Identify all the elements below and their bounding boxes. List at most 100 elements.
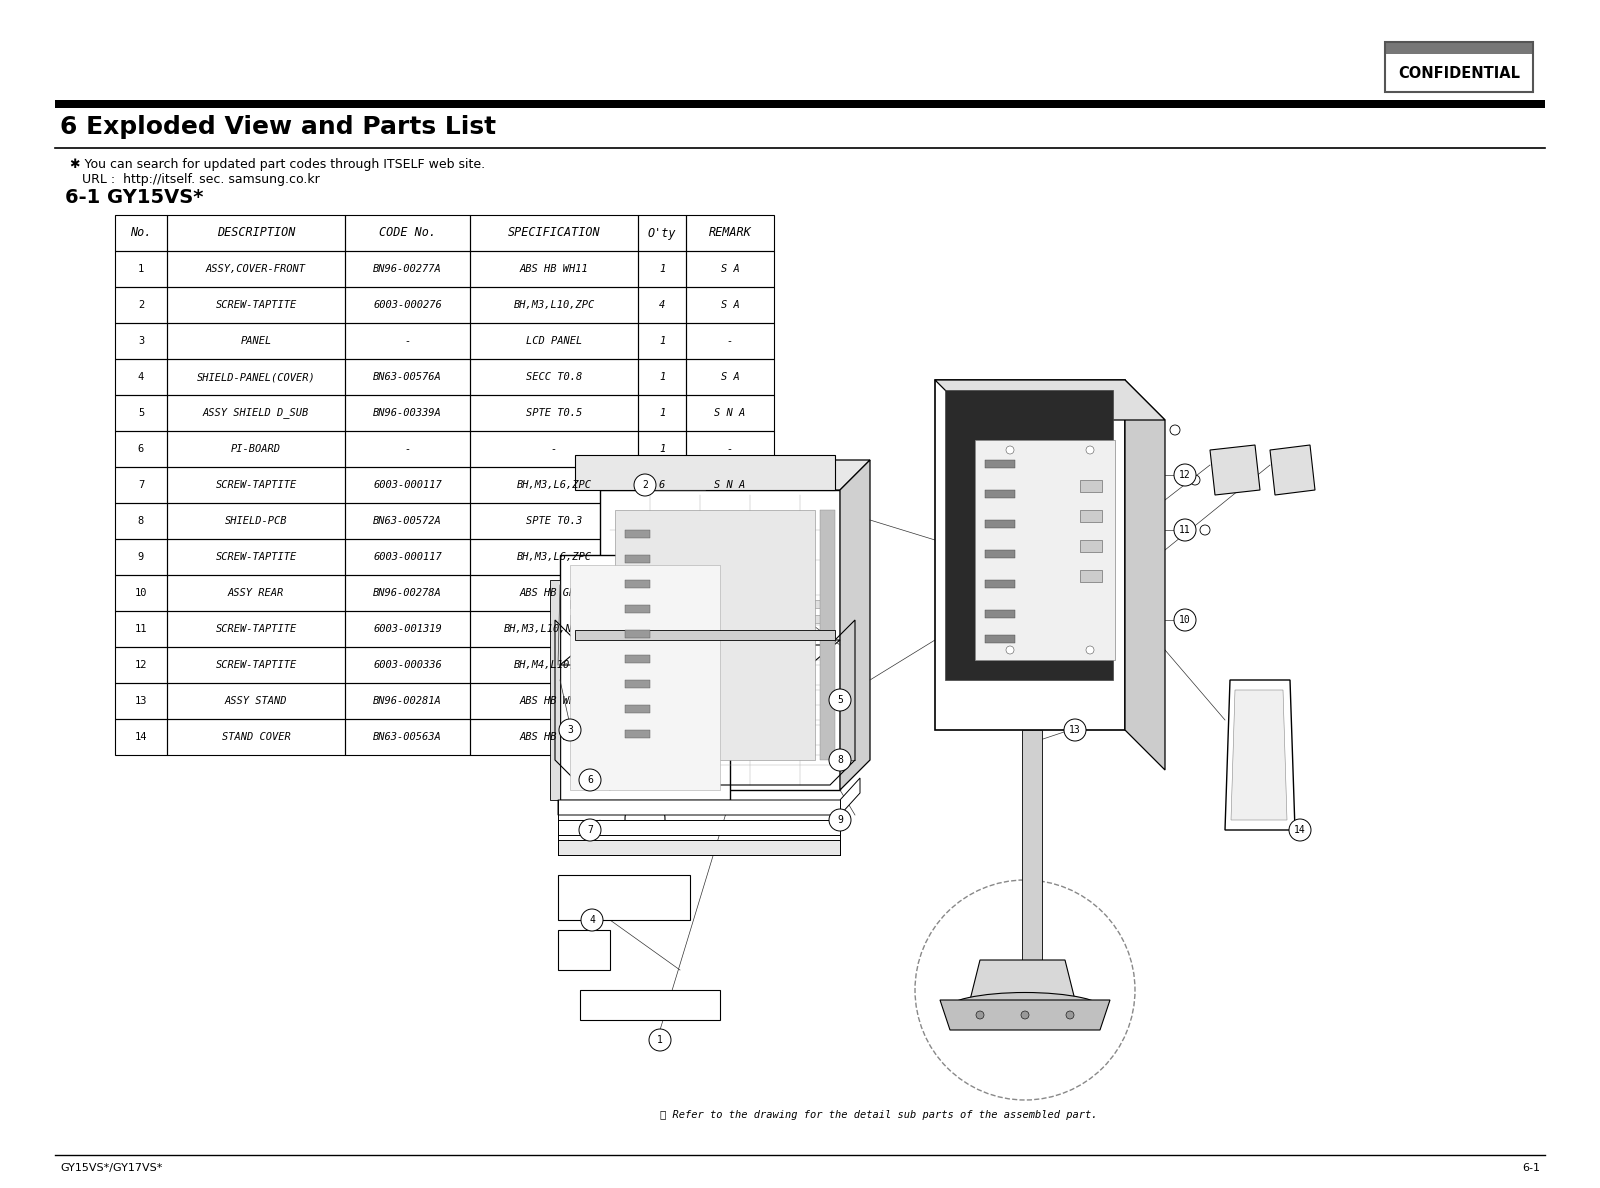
Polygon shape (560, 555, 730, 800)
Polygon shape (560, 640, 840, 665)
Circle shape (579, 769, 602, 791)
Text: ABS HB WH11: ABS HB WH11 (520, 264, 589, 274)
Bar (638, 647, 686, 683)
Polygon shape (550, 580, 560, 800)
Bar (686, 323, 774, 359)
Circle shape (579, 819, 602, 841)
Bar (626, 680, 650, 688)
Circle shape (1021, 1011, 1029, 1019)
Polygon shape (570, 600, 826, 608)
Text: URL :  http://itself. sec. samsung.co.kr: URL : http://itself. sec. samsung.co.kr (70, 173, 320, 187)
Bar (470, 539, 638, 575)
Circle shape (829, 689, 851, 710)
Bar (166, 647, 346, 683)
Bar (686, 215, 774, 251)
Text: 10: 10 (1179, 615, 1190, 625)
Bar (986, 520, 1014, 527)
Polygon shape (974, 440, 1115, 661)
Text: -: - (550, 444, 557, 454)
Text: 1: 1 (659, 516, 666, 526)
Text: BH,M3,L6,ZPC: BH,M3,L6,ZPC (517, 480, 592, 489)
Text: S A: S A (720, 588, 739, 598)
Text: 12: 12 (134, 661, 147, 670)
Text: 1: 1 (659, 372, 666, 383)
Polygon shape (1270, 446, 1315, 495)
Text: 6003-000117: 6003-000117 (373, 480, 442, 489)
Text: 6003-000336: 6003-000336 (373, 661, 442, 670)
Polygon shape (558, 840, 840, 855)
Bar (166, 575, 346, 611)
Bar (166, 251, 346, 287)
Text: 14: 14 (1294, 824, 1306, 835)
Polygon shape (558, 930, 610, 969)
Circle shape (829, 809, 851, 830)
Text: 6003-000117: 6003-000117 (373, 552, 442, 562)
Bar (346, 467, 470, 503)
Bar (1080, 510, 1102, 522)
Text: ASSY STAND: ASSY STAND (224, 696, 288, 706)
Bar (638, 611, 686, 647)
Polygon shape (1125, 380, 1165, 770)
Text: SCREW-TAPTITE: SCREW-TAPTITE (216, 480, 296, 489)
Text: BH,M3,L10,ZPC: BH,M3,L10,ZPC (514, 301, 595, 310)
Text: 4: 4 (589, 915, 595, 925)
Bar (115, 719, 166, 756)
Bar (638, 359, 686, 394)
Circle shape (634, 474, 656, 497)
Polygon shape (570, 615, 826, 623)
Bar (166, 431, 346, 467)
Bar (346, 611, 470, 647)
Bar (686, 683, 774, 719)
Text: 1: 1 (658, 1035, 662, 1045)
Circle shape (1200, 525, 1210, 535)
Polygon shape (1226, 680, 1294, 830)
Polygon shape (1230, 690, 1286, 820)
Circle shape (1064, 719, 1086, 741)
Bar (470, 575, 638, 611)
Text: BN96-00281A: BN96-00281A (373, 696, 442, 706)
Polygon shape (570, 565, 720, 790)
Text: SPTE T0.3: SPTE T0.3 (526, 516, 582, 526)
Text: 6-1 GY15VS*: 6-1 GY15VS* (66, 188, 203, 207)
Text: S N A: S N A (714, 407, 746, 418)
Bar (470, 467, 638, 503)
Text: O'ty: O'ty (648, 227, 677, 240)
Polygon shape (1210, 446, 1261, 495)
Text: ✱ You can search for updated part codes through ITSELF web site.: ✱ You can search for updated part codes … (70, 158, 485, 171)
Bar (470, 215, 638, 251)
Bar (346, 323, 470, 359)
Text: S A: S A (720, 264, 739, 274)
Text: PANEL: PANEL (240, 336, 272, 346)
Bar (346, 431, 470, 467)
Bar (166, 287, 346, 323)
Text: BH,M4,L10,ZPC: BH,M4,L10,ZPC (514, 661, 595, 670)
Polygon shape (934, 380, 1165, 421)
Circle shape (1006, 446, 1014, 454)
Bar (638, 323, 686, 359)
Bar (166, 539, 346, 575)
Text: ASSY REAR: ASSY REAR (227, 588, 285, 598)
Text: 1: 1 (659, 264, 666, 274)
Bar (626, 704, 650, 713)
Bar (166, 683, 346, 719)
Bar (470, 647, 638, 683)
Bar (638, 467, 686, 503)
Bar (166, 394, 346, 431)
Text: PI-BOARD: PI-BOARD (230, 444, 282, 454)
Bar (166, 467, 346, 503)
Text: 13: 13 (1069, 725, 1082, 735)
Bar (986, 460, 1014, 468)
Bar (686, 503, 774, 539)
Text: 2: 2 (659, 661, 666, 670)
Text: 1: 1 (138, 264, 144, 274)
Polygon shape (558, 876, 690, 920)
Bar (1386, 42, 1533, 91)
Text: 1: 1 (659, 336, 666, 346)
Bar (626, 605, 650, 613)
Circle shape (1170, 425, 1181, 435)
Text: ASSY SHIELD D_SUB: ASSY SHIELD D_SUB (203, 407, 309, 418)
Text: CONFIDENTIAL: CONFIDENTIAL (1398, 65, 1520, 81)
Text: -: - (726, 444, 733, 454)
Bar (686, 539, 774, 575)
Bar (346, 394, 470, 431)
